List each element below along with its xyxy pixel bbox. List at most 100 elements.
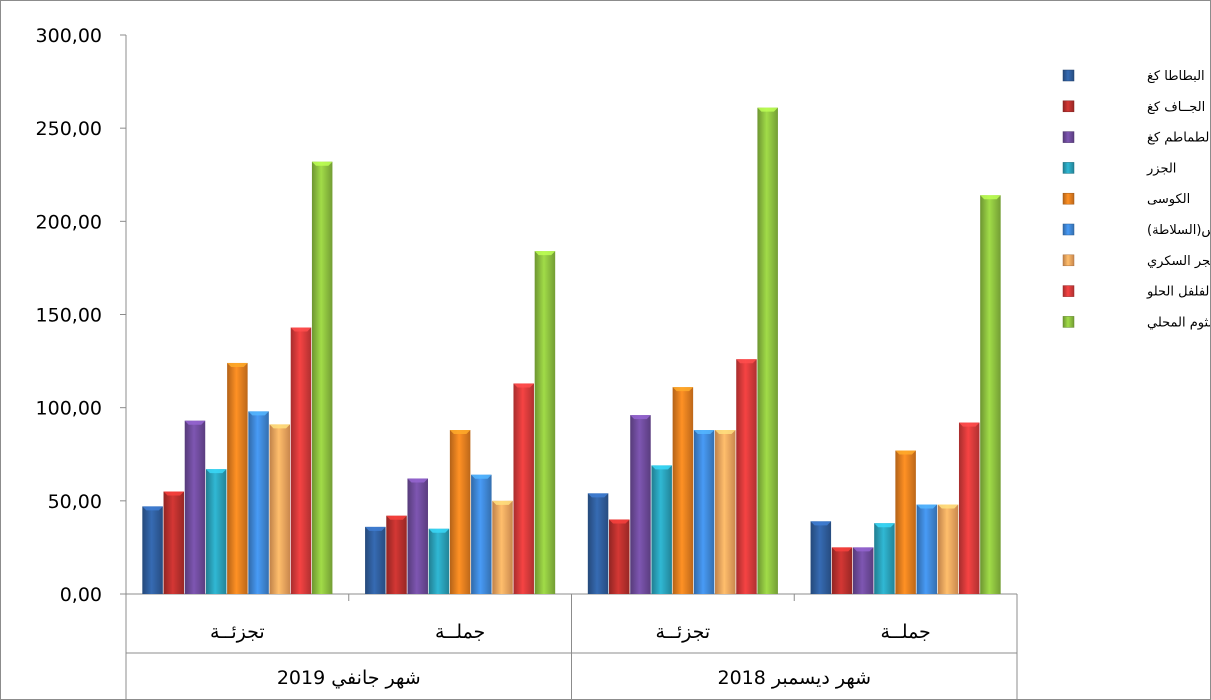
bar-cap [311,161,333,166]
bar-body [492,500,513,594]
bar [428,528,450,594]
bar-body [184,420,206,594]
bar [142,506,163,594]
bar-body [609,519,630,594]
legend: البطاطا كغ البصل الجــاف كغ الطماطم كغ الجز… [1062,69,1210,330]
bar [736,359,757,594]
bar-cap [651,465,672,470]
bar [449,430,471,594]
bar-body [757,107,778,595]
bar-body [693,430,715,594]
legend-swatch [1062,100,1075,113]
legend-label: الفلفل الحلو [1146,285,1210,300]
bar [471,474,492,594]
bar-cap [471,474,492,479]
bar-cap [693,430,715,435]
bar-cap [715,430,736,435]
bar [874,523,895,594]
bar-body [810,521,832,594]
bar-cap [736,359,757,364]
bar [492,500,513,594]
bar [693,430,715,594]
legend-label: الطماطم كغ [1147,131,1210,146]
bar [895,450,916,594]
bar-cap [205,469,227,474]
bar-body [428,528,450,594]
bar-body [630,415,651,594]
bar [852,547,874,594]
bar-cap [609,519,630,524]
bar-cap [492,500,513,505]
legend-item: البنجر السكري [1062,254,1210,269]
y-tick-label: 0,00 [60,584,102,606]
bar-cap [534,251,556,256]
bar-cap [184,420,206,425]
bar-body [587,493,609,594]
y-tick-label: 150,00 [36,305,102,327]
y-tick-label: 50,00 [48,491,102,513]
bar [715,430,736,594]
x-category-label: تجزئــة [656,621,711,643]
bar-body [715,430,736,594]
y-tick-label: 300,00 [36,25,102,47]
axes-layer: 0,00 50,00 100,00 150,00 200,00 250,00 300,00 ت… [36,25,1018,699]
bar-cap [757,107,778,112]
bar [810,521,832,594]
bar-body [386,515,407,594]
bar-cap [227,362,248,367]
bar-cap [386,515,407,520]
legend-label: الكوسى [1147,192,1190,207]
bar-cap [290,327,312,332]
bar-cap [831,547,853,552]
bar-body [449,430,471,594]
bar-body [205,469,227,594]
bar-cap [895,450,916,455]
bar [937,504,959,594]
bar-body [227,362,248,594]
bar-body [248,411,269,594]
bar-body [163,491,185,594]
legend-label: الجزر [1146,161,1176,176]
bar [534,251,556,594]
bar [407,478,428,594]
bar [587,493,609,594]
bar [269,424,291,594]
bar-cap [513,383,534,388]
bar-body [852,547,874,594]
bar-cap [810,521,832,526]
legend-item: البطاطا كغ [1062,69,1205,84]
legend-label: الخس(السلاطة) [1147,223,1210,238]
legend-item: البصل الجــاف كغ [1062,100,1210,115]
x-group-label: شهر ديسمبر 2018 [718,667,872,689]
bar [916,504,938,594]
bar-cap [587,493,609,498]
bar [651,465,672,594]
bar-body [937,504,959,594]
bar-body [874,523,895,594]
bar-cap [874,523,895,528]
legend-item: الثوم المحلي [1062,315,1210,330]
bar [365,526,386,594]
legend-swatch [1062,131,1075,143]
legend-label: البنجر السكري [1147,254,1210,269]
bar-body [672,387,694,594]
bar-cap [958,422,980,427]
bar-body [311,161,333,594]
bar-cap [937,504,959,509]
bar-body [365,526,386,594]
x-category-label: تجزئــة [210,621,265,643]
bar [290,327,312,594]
legend-swatch [1062,285,1075,297]
legend-item: الجزر [1062,161,1176,176]
bar-cap [980,195,1001,200]
bar [958,422,980,594]
bar-cap [916,504,938,509]
legend-item: الخس(السلاطة) [1062,223,1210,238]
y-tick-label: 200,00 [36,211,102,233]
bar [227,362,248,594]
bar-cap [248,411,269,416]
bar-cap [365,526,386,531]
bar-cap [407,478,428,483]
